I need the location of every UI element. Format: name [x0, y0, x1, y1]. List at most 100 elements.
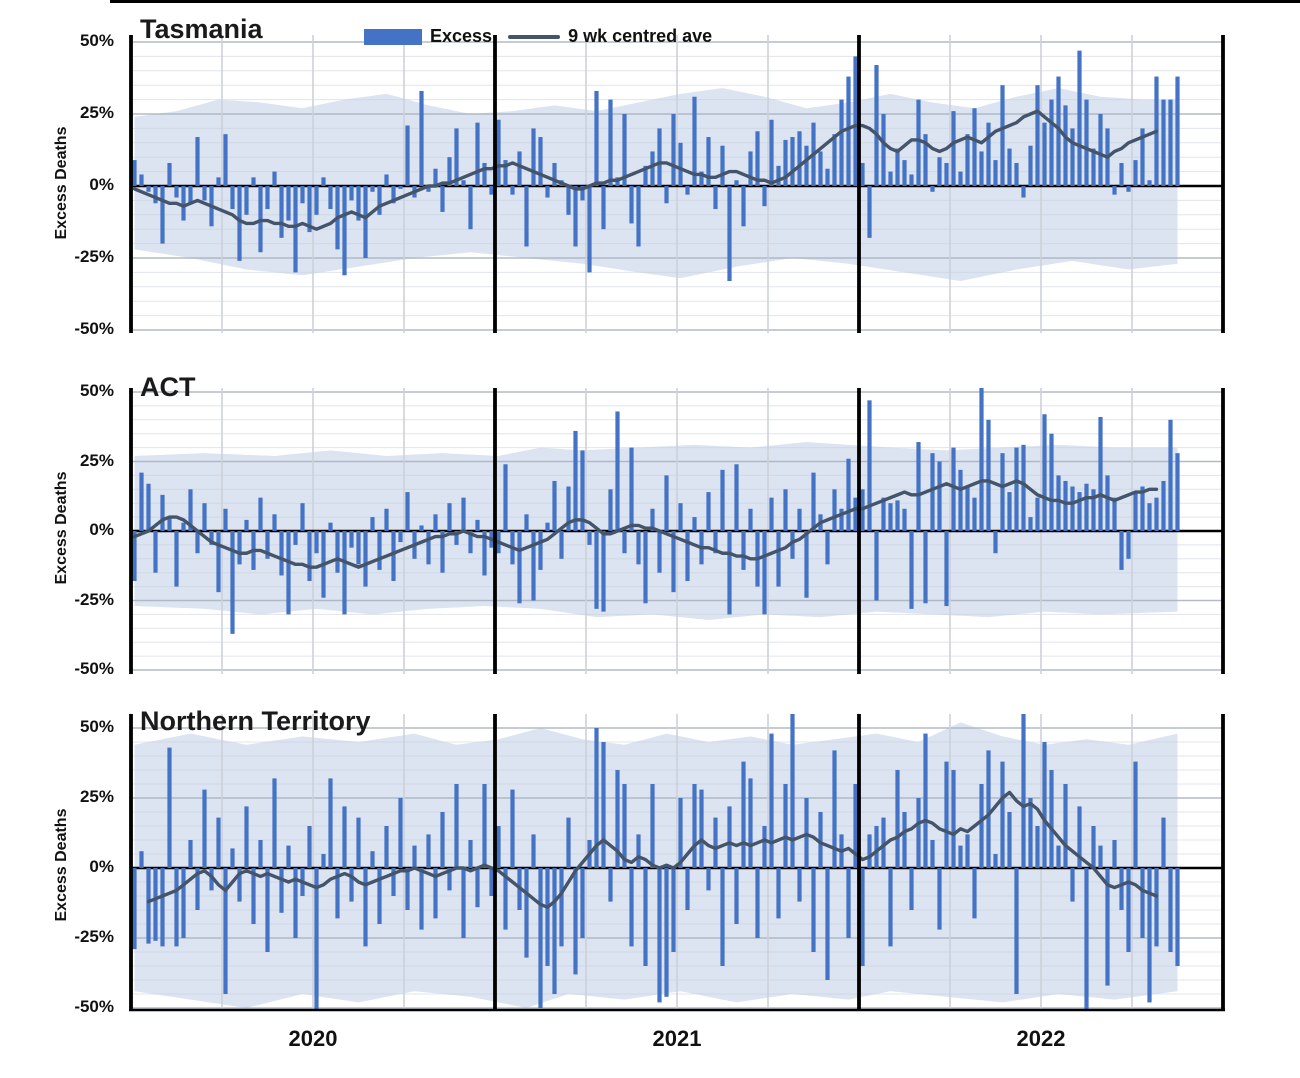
excess-bar [356, 186, 361, 221]
excess-bar [188, 489, 193, 531]
excess-bar [1175, 453, 1180, 531]
excess-bar [657, 128, 662, 186]
avg-line [132, 479, 1159, 569]
excess-bar [1133, 160, 1138, 186]
excess-bar [783, 489, 788, 531]
y-axis-title: Excess Deaths [53, 471, 70, 585]
excess-bar [888, 868, 893, 947]
excess-bar [503, 868, 508, 930]
excess-bar [1084, 99, 1089, 186]
excess-bar [307, 826, 312, 868]
excess-bar [741, 761, 746, 868]
excess-bar [734, 868, 739, 924]
excess-bar [391, 868, 396, 896]
avg-line [146, 790, 1159, 909]
excess-bar [790, 137, 795, 186]
excess-bar [685, 868, 690, 910]
excess-bar [559, 531, 564, 559]
avg-line [132, 109, 1159, 231]
excess-bar [223, 868, 228, 994]
excess-bar [363, 186, 368, 258]
excess-bar [524, 868, 529, 958]
excess-bar [286, 186, 291, 221]
y-tick-label: -50% [74, 997, 114, 1016]
excess-bar [657, 531, 662, 573]
excess-bar [902, 812, 907, 868]
excess-bar [258, 840, 263, 868]
legend-item-avg: 9 wk centred ave [508, 26, 712, 47]
excess-bar [461, 180, 466, 186]
excess-bar [650, 784, 655, 868]
excess-bar [475, 519, 480, 531]
excess-bar [601, 742, 606, 868]
excess-bar [776, 165, 781, 186]
excess-bar [181, 868, 186, 938]
excess-bar [594, 728, 599, 868]
excess-bar [587, 531, 592, 545]
excess-bar [1028, 145, 1033, 186]
excess-bar [251, 177, 256, 186]
excess-bar [440, 812, 445, 868]
excess-bar [909, 868, 914, 910]
excess-bar [426, 186, 431, 192]
excess-bar [804, 145, 809, 186]
excess-bar [489, 186, 494, 195]
excess-bar [1021, 186, 1026, 198]
excess-bar [699, 171, 704, 186]
excess-bar [475, 868, 480, 908]
excess-bar [790, 531, 795, 559]
x-year-label-2020: 2020 [288, 1026, 338, 1051]
y-tick-label: -50% [74, 319, 114, 338]
excess-bar [1161, 99, 1166, 186]
excess-bar [818, 151, 823, 186]
excess-bar [972, 108, 977, 186]
excess-bar [1014, 868, 1019, 994]
excess-bar [538, 531, 543, 570]
y-tick-label: -50% [74, 659, 114, 678]
excess-bar [1161, 817, 1166, 868]
excess-bar [979, 151, 984, 186]
excess-bar [566, 486, 571, 531]
excess-bar [839, 99, 844, 186]
excess-bar [461, 868, 466, 938]
excess-bar [601, 531, 606, 612]
y-tick-label: 50% [79, 381, 114, 400]
excess-bar [860, 868, 865, 966]
y-tick-label: -25% [74, 247, 114, 266]
excess-bar [328, 522, 333, 531]
panel-plot-1 [131, 388, 1223, 674]
excess-bar [972, 868, 977, 919]
excess-bar [223, 134, 228, 186]
excess-bar [1007, 148, 1012, 186]
excess-bar [160, 494, 165, 531]
excess-bar [391, 531, 396, 582]
excess-bar [370, 186, 375, 192]
excess-bar [748, 508, 753, 531]
excess-bar [622, 531, 627, 554]
excess-bar [867, 834, 872, 868]
excess-bar [342, 531, 347, 615]
excess-bar [279, 868, 284, 913]
excess-bar [139, 851, 144, 868]
excess-bar [755, 131, 760, 186]
excess-bar [951, 447, 956, 531]
y-tick-label: -25% [74, 927, 114, 946]
excess-bar [748, 778, 753, 868]
y-tick-label: 0% [89, 520, 114, 539]
excess-bar [1056, 76, 1061, 186]
excess-bar [1007, 492, 1012, 531]
excess-bar [846, 76, 851, 186]
excess-bar [531, 834, 536, 868]
excess-bar [853, 784, 858, 868]
excess-bar [923, 733, 928, 868]
excess-bar [1112, 186, 1117, 195]
excess-bar [895, 148, 900, 186]
excess-bar [797, 508, 802, 531]
excess-bar [426, 531, 431, 565]
y-tick-label: -25% [74, 589, 114, 609]
excess-bar [349, 868, 354, 902]
excess-bar [979, 388, 984, 531]
excess-bar [797, 868, 802, 902]
excess-bar [811, 472, 816, 531]
excess-bar [412, 845, 417, 868]
